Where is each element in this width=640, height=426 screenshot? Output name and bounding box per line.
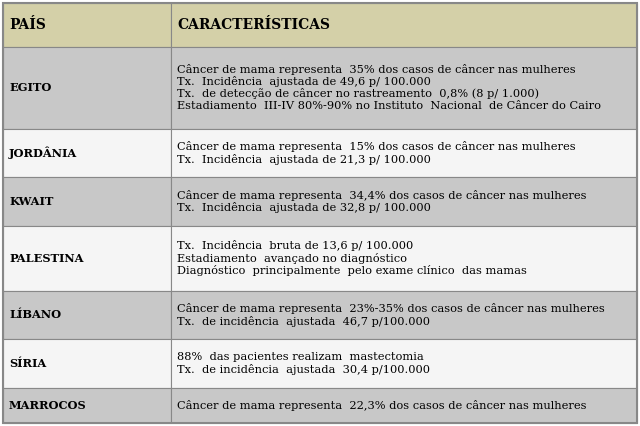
Bar xyxy=(171,388,637,423)
Bar xyxy=(171,339,637,388)
Text: LÍBANO: LÍBANO xyxy=(9,309,61,320)
Text: PALESTINA: PALESTINA xyxy=(9,253,83,264)
Text: SÍRIA: SÍRIA xyxy=(9,358,46,369)
Text: PAÍS: PAÍS xyxy=(9,18,46,32)
Text: Câncer de mama representa  34,4% dos casos de câncer nas mulheres: Câncer de mama representa 34,4% dos caso… xyxy=(177,190,586,201)
Text: Estadiamento  avançado no diagnóstico: Estadiamento avançado no diagnóstico xyxy=(177,253,407,264)
Bar xyxy=(3,388,171,423)
Text: Estadiamento  III-IV 80%-90% no Instituto  Nacional  de Câncer do Cairo: Estadiamento III-IV 80%-90% no Instituto… xyxy=(177,101,601,111)
Text: Câncer de mama representa  23%-35% dos casos de câncer nas mulheres: Câncer de mama representa 23%-35% dos ca… xyxy=(177,303,605,314)
Text: Tx.  de incidência  ajustada  30,4 p/100.000: Tx. de incidência ajustada 30,4 p/100.00… xyxy=(177,364,430,375)
Text: Tx.  Incidência  ajustada de 32,8 p/ 100.000: Tx. Incidência ajustada de 32,8 p/ 100.0… xyxy=(177,202,431,213)
Text: JORDÂNIA: JORDÂNIA xyxy=(9,147,77,159)
Text: Tx.  de incidência  ajustada  46,7 p/100.000: Tx. de incidência ajustada 46,7 p/100.00… xyxy=(177,316,430,327)
Bar xyxy=(3,129,171,177)
Bar xyxy=(3,3,171,47)
Text: Tx.  Incidência  ajustada de 21,3 p/ 100.000: Tx. Incidência ajustada de 21,3 p/ 100.0… xyxy=(177,154,431,164)
Bar xyxy=(3,339,171,388)
Text: Tx.  Incidência  bruta de 13,6 p/ 100.000: Tx. Incidência bruta de 13,6 p/ 100.000 xyxy=(177,240,413,251)
Bar xyxy=(171,47,637,129)
Text: 88%  das pacientes realizam  mastectomia: 88% das pacientes realizam mastectomia xyxy=(177,352,424,362)
Bar xyxy=(171,226,637,291)
Text: CARACTERÍSTICAS: CARACTERÍSTICAS xyxy=(177,18,330,32)
Bar xyxy=(171,177,637,226)
Text: Câncer de mama representa  22,3% dos casos de câncer nas mulheres: Câncer de mama representa 22,3% dos caso… xyxy=(177,400,586,411)
Bar xyxy=(171,3,637,47)
Text: Diagnóstico  principalmente  pelo exame clínico  das mamas: Diagnóstico principalmente pelo exame cl… xyxy=(177,265,527,276)
Text: MARROCOS: MARROCOS xyxy=(9,400,86,411)
Text: Tx.  de detecção de câncer no rastreamento  0,8% (8 p/ 1.000): Tx. de detecção de câncer no rastreament… xyxy=(177,89,539,99)
Bar xyxy=(171,129,637,177)
Bar xyxy=(3,177,171,226)
Text: KWAIT: KWAIT xyxy=(9,196,53,207)
Bar xyxy=(3,47,171,129)
Bar xyxy=(3,226,171,291)
Text: EGITO: EGITO xyxy=(9,82,51,93)
Text: Câncer de mama representa  35% dos casos de câncer nas mulheres: Câncer de mama representa 35% dos casos … xyxy=(177,64,575,75)
Text: Câncer de mama representa  15% dos casos de câncer nas mulheres: Câncer de mama representa 15% dos casos … xyxy=(177,141,575,152)
Text: Tx.  Incidência  ajustada de 49,6 p/ 100.000: Tx. Incidência ajustada de 49,6 p/ 100.0… xyxy=(177,76,431,87)
Bar xyxy=(3,291,171,339)
Bar xyxy=(171,291,637,339)
